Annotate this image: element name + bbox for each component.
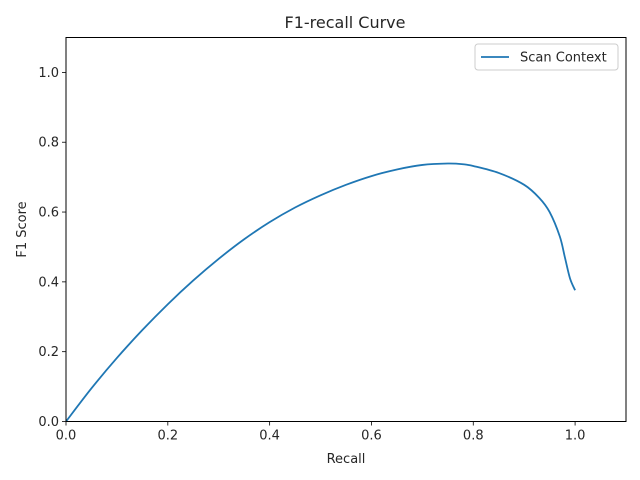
x-tick-label: 0.8 — [463, 429, 484, 444]
y-tick-label: 0.6 — [38, 206, 59, 221]
axis-ticks: 0.0 0.2 0.4 0.6 0.8 1.0 0.0 0.2 0.4 0.6 0.8 1.0 — [38, 66, 585, 444]
x-tick-label: 0.2 — [157, 429, 178, 444]
series-line-scan-context — [65, 162, 576, 423]
x-tick-label: 0.0 — [56, 429, 77, 444]
plot-frame — [65, 37, 627, 422]
legend-box — [474, 43, 619, 71]
chart-title: F1-recall Curve — [284, 13, 405, 32]
y-axis-label: F1 Score — [15, 201, 30, 257]
x-tick-label: 0.6 — [361, 429, 382, 444]
x-tick-label: 1.0 — [565, 429, 586, 444]
x-axis-label: Recall — [327, 452, 366, 467]
y-tick-label: 1.0 — [38, 66, 59, 81]
y-tick-label: 0.2 — [38, 345, 59, 360]
plot-area — [66, 37, 626, 422]
y-tick-label: 0.8 — [38, 136, 59, 151]
legend: Scan Context — [474, 43, 619, 71]
y-tick-label: 0.0 — [38, 415, 59, 430]
y-tick-label: 0.4 — [38, 275, 59, 290]
x-tick-label: 0.4 — [259, 429, 280, 444]
legend-label-scan-context: Scan Context — [520, 51, 607, 66]
